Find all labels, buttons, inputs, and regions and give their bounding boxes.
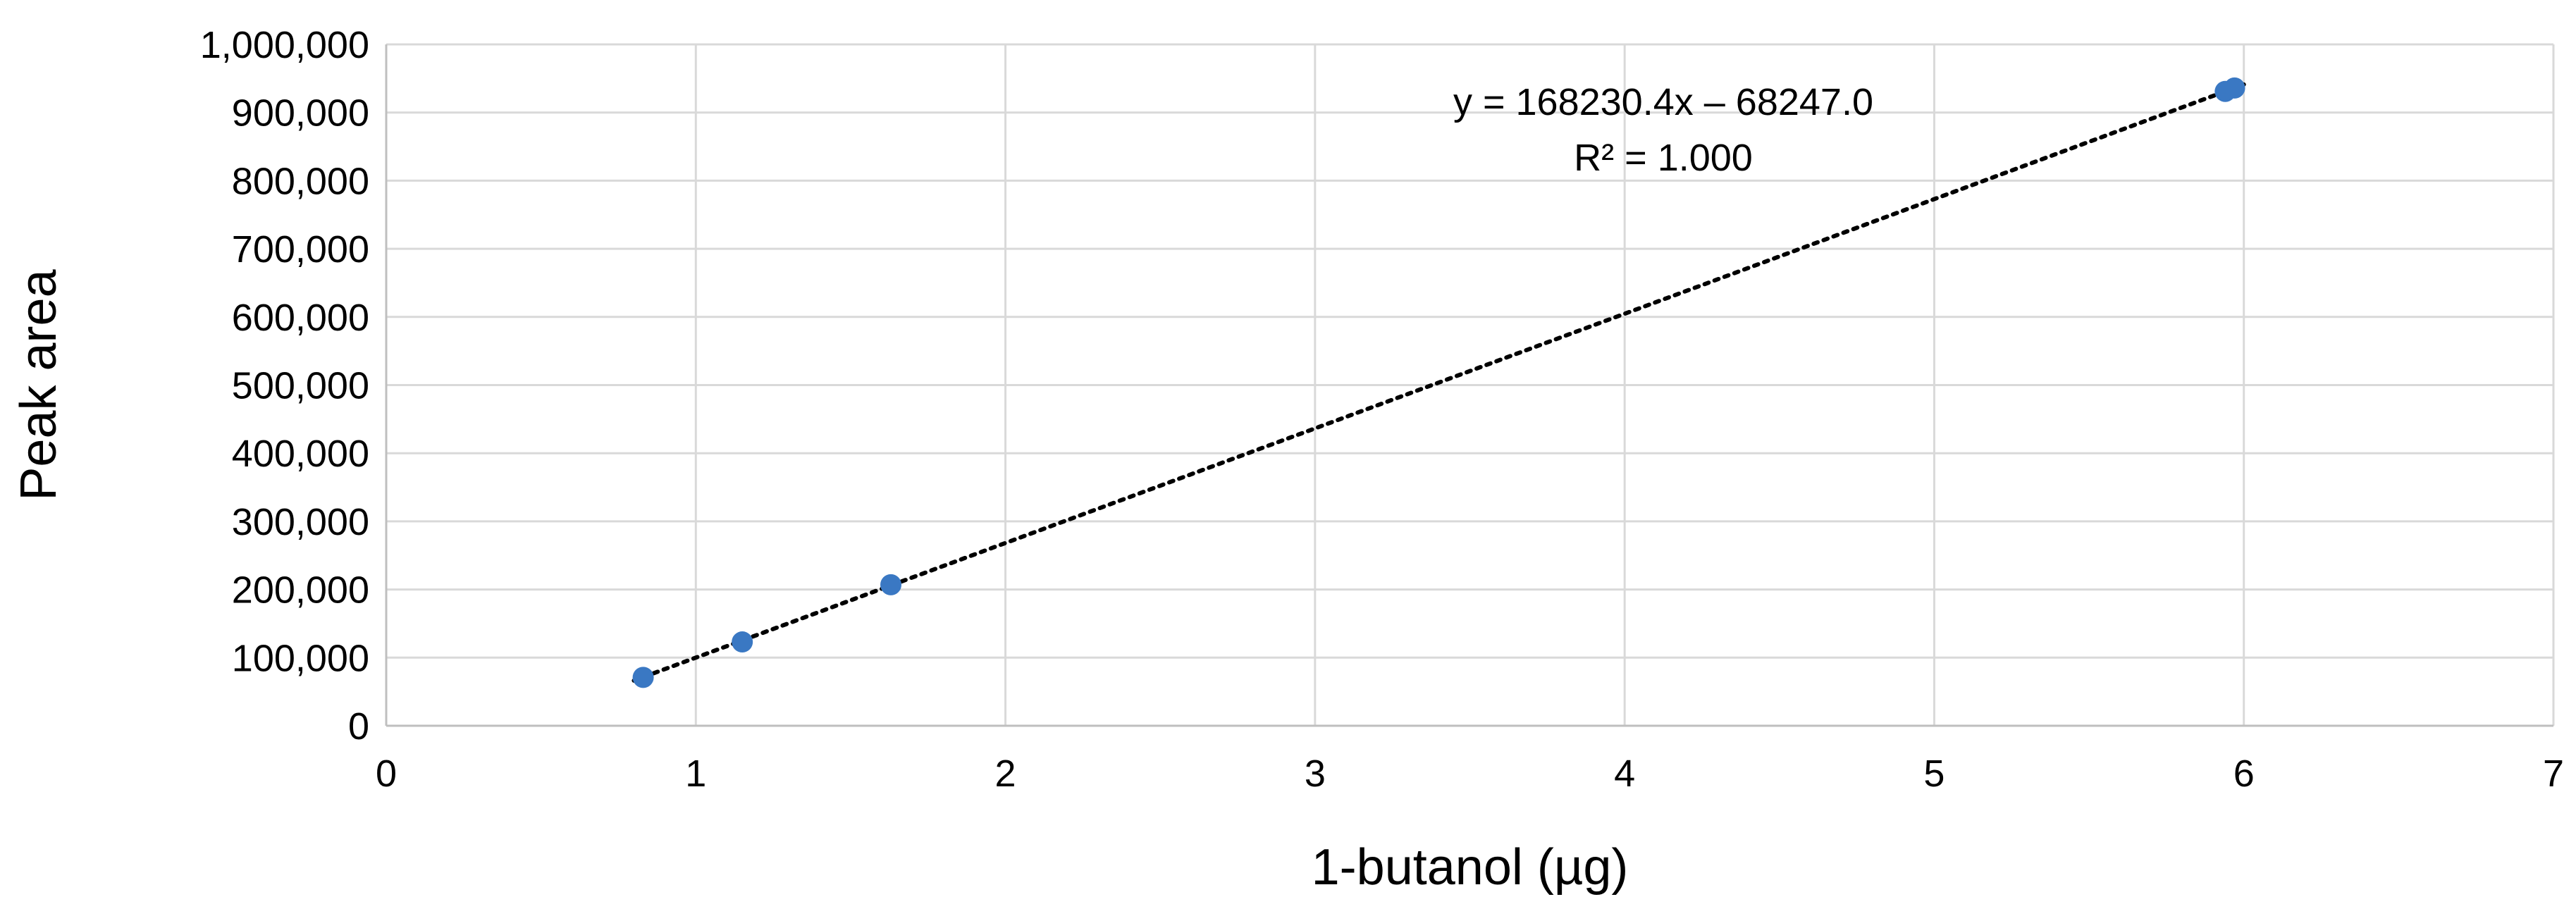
data-point xyxy=(2224,77,2245,99)
x-tick-label: 4 xyxy=(1614,753,1635,795)
y-tick-label: 600,000 xyxy=(232,297,369,339)
data-point xyxy=(632,667,654,688)
x-axis-title: 1-butanol (µg) xyxy=(1312,839,1629,896)
y-tick-label: 900,000 xyxy=(232,92,369,135)
data-point xyxy=(880,574,902,595)
data-point xyxy=(732,631,753,653)
trendline-equation: y = 168230.4x – 68247.0 xyxy=(1453,81,1873,123)
trendline-r-squared: R² = 1.000 xyxy=(1574,137,1753,179)
grid xyxy=(386,43,2555,726)
y-axis-title: Peak area xyxy=(11,268,67,500)
axes xyxy=(385,44,2553,727)
y-tick-labels: 0 100,000 200,000 300,000 400,000 500,000 600,… xyxy=(200,24,369,748)
x-tick-label: 3 xyxy=(1305,753,1326,795)
y-tick-label: 800,000 xyxy=(232,160,369,202)
y-tick-label: 300,000 xyxy=(232,501,369,543)
x-tick-labels: 0 1 2 3 4 5 6 7 xyxy=(376,753,2564,795)
x-tick-label: 1 xyxy=(685,753,706,795)
x-tick-label: 2 xyxy=(995,753,1016,795)
x-tick-label: 0 xyxy=(376,753,397,795)
x-tick-label: 7 xyxy=(2543,753,2564,795)
trendline-path xyxy=(631,82,2246,683)
data-points xyxy=(632,77,2245,688)
x-tick-label: 6 xyxy=(2233,753,2255,795)
y-tick-label: 100,000 xyxy=(232,637,369,679)
trendline xyxy=(631,82,2246,683)
y-tick-label: 1,000,000 xyxy=(200,24,369,66)
y-tick-label: 200,000 xyxy=(232,569,369,612)
y-tick-label: 0 xyxy=(348,705,369,748)
y-tick-label: 500,000 xyxy=(232,365,369,407)
x-tick-label: 5 xyxy=(1923,753,1945,795)
y-tick-label: 400,000 xyxy=(232,433,369,475)
y-tick-label: 700,000 xyxy=(232,228,369,271)
